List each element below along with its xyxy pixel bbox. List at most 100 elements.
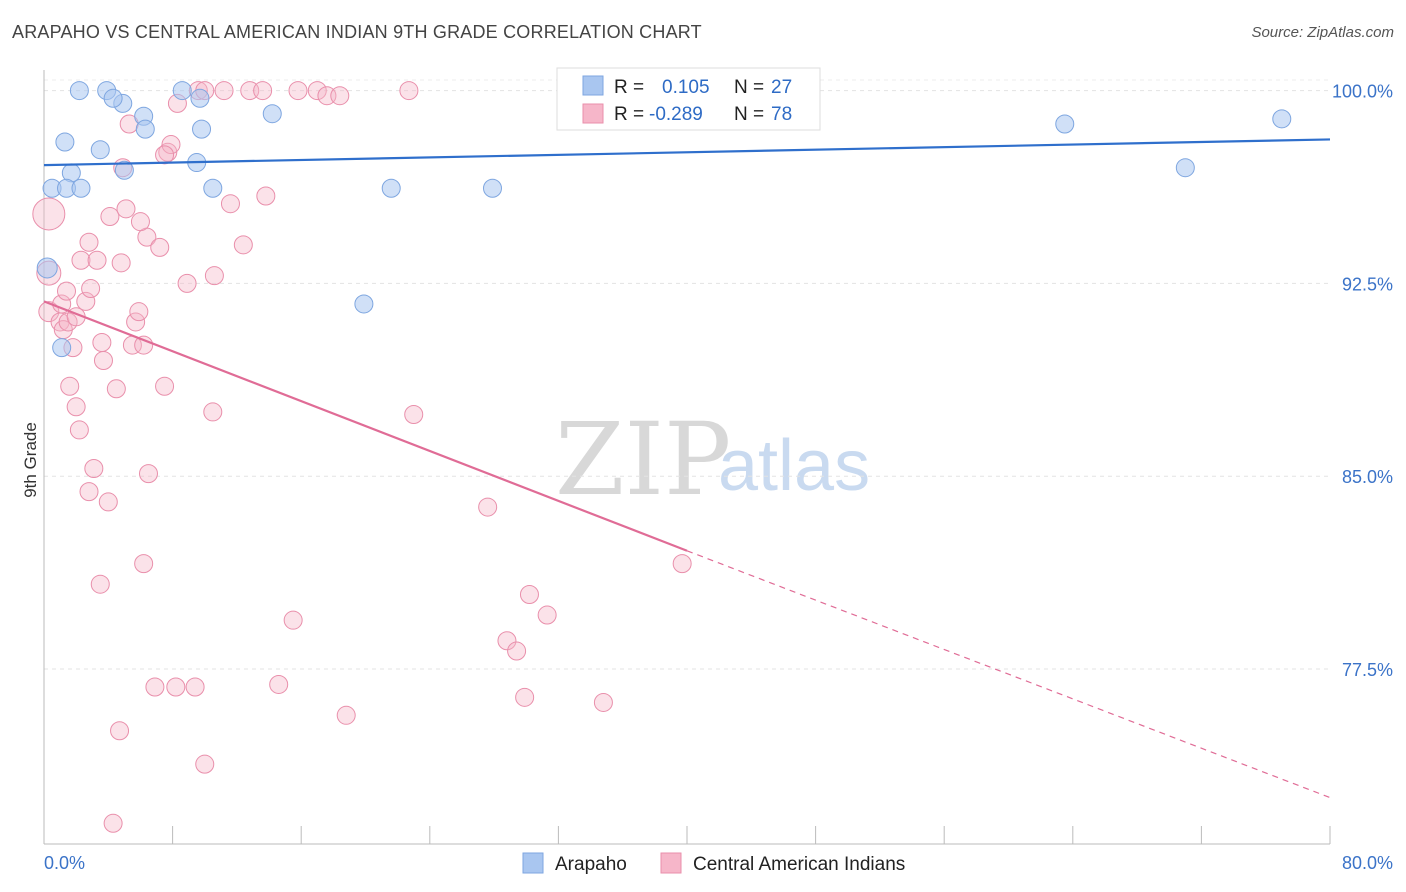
y-axis-title: 9th Grade	[21, 422, 40, 498]
arapaho-point	[1175, 158, 1195, 178]
central-point	[57, 281, 77, 301]
series-legend-central: Central American Indians	[693, 854, 905, 875]
central-point	[134, 554, 154, 574]
central-point	[185, 677, 205, 697]
legend-n-label: N =	[734, 77, 764, 98]
central-point	[126, 312, 146, 332]
central-point	[79, 232, 99, 252]
central-point	[537, 605, 557, 625]
central-trend-extension	[686, 550, 1331, 799]
y-tick-label: 85.0%	[1342, 467, 1393, 487]
gridlines	[44, 79, 1330, 670]
central-point	[155, 376, 175, 396]
central-point	[269, 674, 289, 694]
central-point	[214, 81, 234, 101]
central-point	[106, 379, 126, 399]
central-point	[515, 687, 535, 707]
series-legend-swatch-central	[660, 852, 682, 874]
central-point	[478, 497, 498, 517]
watermark-atlas: atlas	[718, 426, 870, 506]
x-tick-label: 0.0%	[44, 853, 85, 873]
arapaho-point	[203, 178, 223, 198]
central-point	[220, 194, 240, 214]
legend-n-value-central: 78	[771, 104, 792, 125]
arapaho-point	[69, 81, 89, 101]
central-point	[204, 266, 224, 286]
arapaho-point	[103, 88, 123, 108]
watermark: ZIP atlas	[555, 401, 870, 518]
central-point	[593, 692, 613, 712]
y-tick-label: 77.5%	[1342, 660, 1393, 680]
arapaho-point	[52, 338, 72, 358]
central-point	[100, 207, 120, 227]
legend-swatch-central	[582, 103, 604, 124]
central-point	[256, 186, 276, 206]
arapaho-point	[55, 132, 75, 152]
central-point	[288, 81, 308, 101]
central-point	[507, 641, 527, 661]
central-point	[81, 279, 101, 299]
arapaho-point	[90, 140, 110, 160]
central-point	[283, 610, 303, 630]
central-point	[203, 402, 223, 422]
legend-n-label: N =	[734, 104, 764, 125]
chart-title: ARAPAHO VS CENTRAL AMERICAN INDIAN 9TH G…	[12, 22, 702, 42]
central-point	[116, 199, 136, 219]
central-point	[150, 237, 170, 257]
series-legend-swatch-arapaho	[522, 852, 544, 874]
arapaho-point	[482, 178, 502, 198]
legend-r-label: R =	[614, 77, 644, 98]
arapaho-point	[172, 81, 192, 101]
central-point	[330, 86, 350, 106]
arapaho-point	[1055, 114, 1075, 134]
arapaho-point	[192, 119, 212, 139]
arapaho-point	[71, 178, 91, 198]
central-point	[71, 250, 91, 270]
series-legend-arapaho: Arapaho	[555, 854, 627, 875]
central-point	[69, 420, 89, 440]
central-point	[672, 554, 692, 574]
central-point	[38, 301, 60, 323]
central-point	[111, 253, 131, 273]
central-point	[399, 81, 419, 101]
central-point	[497, 631, 517, 651]
central-point	[93, 351, 113, 371]
central-point	[253, 81, 273, 101]
arapaho-point	[190, 88, 210, 108]
central-point	[98, 492, 118, 512]
central-point	[92, 333, 112, 353]
legend-r-label: R =	[614, 104, 644, 125]
series-legend: Arapaho Central American Indians	[522, 852, 905, 875]
central-point	[307, 81, 327, 101]
central-point	[145, 677, 165, 697]
watermark-zip: ZIP	[555, 401, 731, 518]
central-point	[79, 482, 99, 502]
arapaho-point	[114, 160, 134, 180]
legend-r-value-central: -0.289	[649, 104, 703, 125]
central-point	[177, 273, 197, 293]
trend-lines	[43, 138, 1331, 799]
legend-r-value-arapaho: 0.105	[662, 77, 710, 98]
central-point	[519, 584, 539, 604]
y-tick-labels: 100.0% 92.5% 85.0% 77.5%	[1332, 82, 1393, 680]
correlation-legend: R = 0.105 N = 27 R = -0.289 N = 78	[556, 67, 821, 131]
source-label: Source: ZipAtlas.com	[1251, 24, 1394, 41]
central-point	[233, 235, 253, 255]
central-point	[66, 397, 86, 417]
arapaho-point	[36, 257, 58, 279]
central-point	[130, 212, 150, 232]
central-point	[158, 142, 178, 162]
central-point	[32, 197, 66, 231]
central-trend-line	[43, 300, 688, 552]
legend-swatch-arapaho	[582, 75, 604, 96]
central-point	[129, 302, 149, 322]
central-point	[404, 405, 424, 425]
central-point	[110, 721, 130, 741]
legend-n-value-arapaho: 27	[771, 77, 792, 98]
central-point	[60, 376, 80, 396]
arapaho-point	[1272, 109, 1292, 129]
central-point	[134, 335, 154, 355]
y-tick-label: 100.0%	[1332, 82, 1393, 102]
arapaho-point	[354, 294, 374, 314]
